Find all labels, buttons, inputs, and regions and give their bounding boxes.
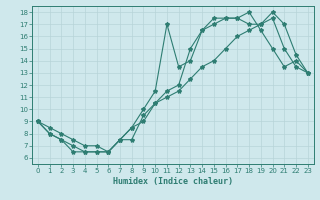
X-axis label: Humidex (Indice chaleur): Humidex (Indice chaleur)	[113, 177, 233, 186]
